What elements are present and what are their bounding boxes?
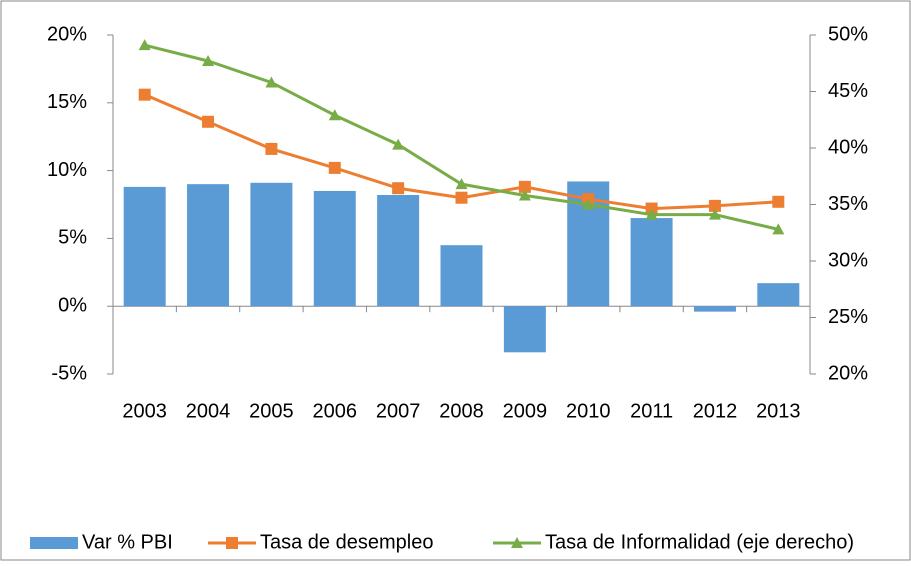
marker <box>645 202 658 215</box>
x-tick-label: 2011 <box>630 400 673 422</box>
marker <box>202 54 215 66</box>
marker <box>265 142 278 155</box>
y-tick-label: 5% <box>58 227 87 249</box>
bar <box>250 182 293 307</box>
marker <box>328 161 341 174</box>
x-tick-label: 2010 <box>566 400 611 422</box>
bar <box>187 184 230 307</box>
bar <box>503 306 546 353</box>
marker <box>138 88 151 101</box>
legend-label: Var % PBI <box>82 531 173 553</box>
x-tick-label: 2013 <box>756 400 801 422</box>
marker <box>265 76 278 88</box>
legend-marker <box>511 537 523 548</box>
marker <box>518 189 531 201</box>
bar <box>313 190 356 307</box>
bar <box>440 245 483 307</box>
marker <box>582 198 595 210</box>
y-tick-label: 20% <box>47 23 87 45</box>
y-tick-label: 0% <box>58 294 87 316</box>
y2-tick-label: 30% <box>828 249 868 271</box>
marker <box>455 191 468 204</box>
y2-tick-label: 45% <box>828 80 868 102</box>
legend-label: Tasa de desempleo <box>260 531 433 553</box>
marker <box>392 138 405 150</box>
legend-swatch <box>30 537 78 549</box>
x-tick-label: 2006 <box>313 400 358 422</box>
y-tick-label: -5% <box>51 362 87 384</box>
y-tick-label: 15% <box>47 91 87 113</box>
x-tick-label: 2007 <box>376 400 421 422</box>
x-tick-label: 2003 <box>122 400 167 422</box>
marker <box>202 115 215 128</box>
y2-tick-label: 50% <box>828 23 868 45</box>
marker <box>518 180 531 193</box>
marker <box>708 208 721 220</box>
bar <box>630 218 673 307</box>
bar <box>757 283 800 307</box>
marker <box>772 195 785 208</box>
marker <box>645 208 658 220</box>
marker <box>138 39 151 51</box>
marker <box>708 199 721 212</box>
bar <box>693 306 736 312</box>
legend-label: Tasa de Informalidad (eje derecho) <box>545 531 854 553</box>
y2-tick-label: 40% <box>828 136 868 158</box>
x-tick-label: 2004 <box>186 400 231 422</box>
marker <box>772 223 785 235</box>
y2-tick-label: 25% <box>828 306 868 328</box>
bar <box>123 186 166 307</box>
y2-tick-label: 35% <box>828 193 868 215</box>
x-tick-label: 2012 <box>693 400 738 422</box>
marker <box>455 178 468 190</box>
x-tick-label: 2005 <box>249 400 294 422</box>
y-tick-label: 10% <box>47 159 87 181</box>
bar <box>377 195 420 307</box>
marker <box>328 109 341 121</box>
marker <box>392 182 405 195</box>
x-tick-label: 2009 <box>503 400 548 422</box>
y2-tick-label: 20% <box>828 362 868 384</box>
legend-marker <box>226 537 238 549</box>
x-tick-label: 2008 <box>439 400 484 422</box>
